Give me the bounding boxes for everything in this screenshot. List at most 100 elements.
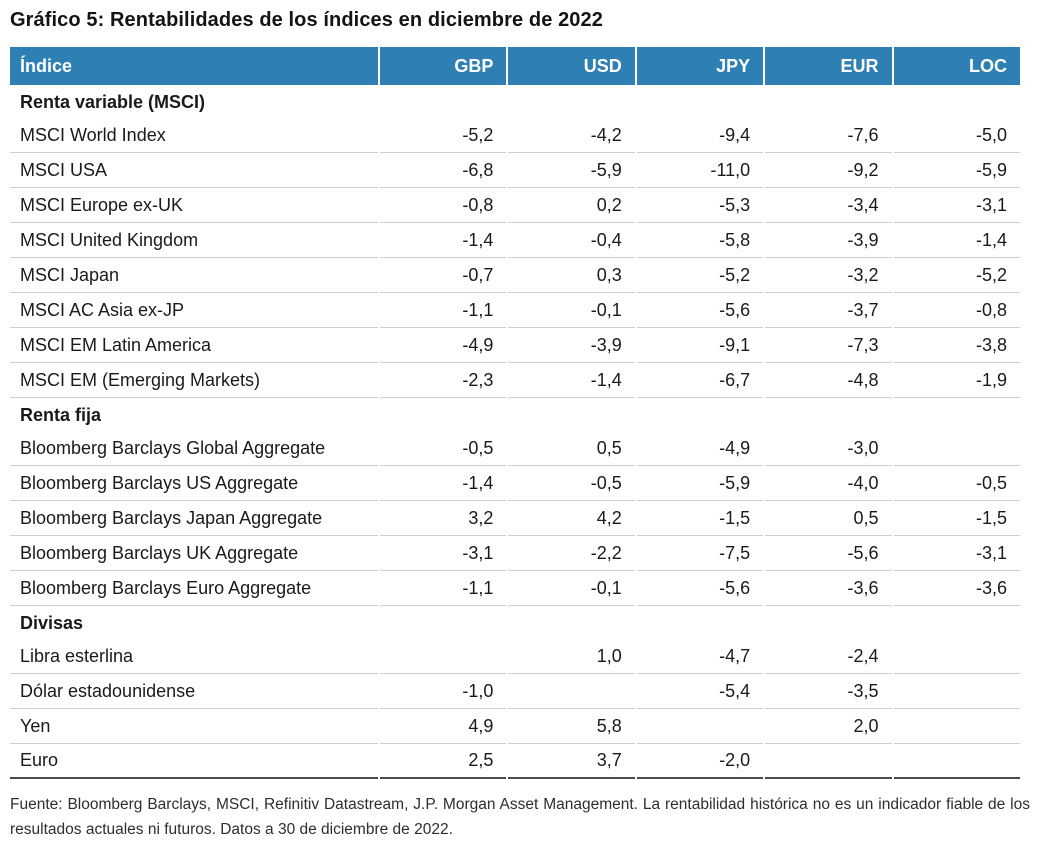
- value-cell: 4,2: [508, 501, 635, 536]
- value-cell: -5,4: [636, 674, 764, 709]
- value-cell: 0,3: [508, 258, 635, 293]
- value-cell: -3,1: [893, 536, 1020, 571]
- table-row: Bloomberg Barclays Japan Aggregate 3,2 4,2…: [10, 501, 1020, 536]
- value-cell: -4,9: [636, 431, 764, 466]
- value-cell: -3,9: [765, 223, 892, 258]
- index-name-cell: Bloomberg Barclays UK Aggregate: [10, 536, 378, 571]
- value-cell: [893, 674, 1020, 709]
- value-cell: -3,0: [765, 431, 892, 466]
- value-cell: -0,4: [508, 223, 635, 258]
- value-cell: -1,4: [380, 466, 507, 501]
- value-cell: -5,9: [893, 153, 1020, 188]
- value-cell: -5,6: [636, 293, 764, 328]
- value-cell: -5,8: [636, 223, 764, 258]
- index-name-cell: Bloomberg Barclays Japan Aggregate: [10, 501, 378, 536]
- value-cell: -0,1: [508, 571, 635, 606]
- index-name-cell: Yen: [10, 709, 378, 744]
- column-header-indice: Índice: [10, 47, 378, 85]
- value-cell: -3,6: [893, 571, 1020, 606]
- value-cell: 2,5: [380, 744, 507, 779]
- value-cell: -0,5: [508, 466, 635, 501]
- value-cell: -5,6: [636, 571, 764, 606]
- value-cell: -11,0: [636, 153, 764, 188]
- value-cell: 4,9: [380, 709, 507, 744]
- index-name-cell: MSCI EM (Emerging Markets): [10, 363, 378, 398]
- table-row: MSCI USA -6,8 -5,9 -11,0 -9,2 -5,9: [10, 153, 1020, 188]
- index-name-cell: MSCI AC Asia ex-JP: [10, 293, 378, 328]
- value-cell: -3,1: [380, 536, 507, 571]
- index-name-cell: MSCI World Index: [10, 118, 378, 153]
- table-row: Yen 4,9 5,8 2,0: [10, 709, 1020, 744]
- value-cell: -2,0: [636, 744, 764, 779]
- value-cell: -4,8: [765, 363, 892, 398]
- index-name-cell: Bloomberg Barclays US Aggregate: [10, 466, 378, 501]
- source-footnote: Fuente: Bloomberg Barclays, MSCI, Refini…: [10, 796, 1030, 839]
- value-cell: -9,1: [636, 328, 764, 363]
- column-header-eur: EUR: [765, 47, 892, 85]
- value-cell: -3,5: [765, 674, 892, 709]
- value-cell: [380, 639, 507, 674]
- value-cell: -2,2: [508, 536, 635, 571]
- index-name-cell: Dólar estadounidense: [10, 674, 378, 709]
- table-row: Bloomberg Barclays US Aggregate -1,4 -0,5-…: [10, 466, 1020, 501]
- table-row: MSCI Japan -0,7 0,3 -5,2 -3,2 -5,2: [10, 258, 1020, 293]
- table-row: MSCI EM (Emerging Markets) -2,3 -1,4 -6,7 -4…: [10, 363, 1020, 398]
- index-name-cell: MSCI Japan: [10, 258, 378, 293]
- value-cell: -1,4: [380, 223, 507, 258]
- figure-title: Gráfico 5: Rentabilidades de los índices…: [10, 9, 603, 31]
- value-cell: -3,2: [765, 258, 892, 293]
- value-cell: -0,1: [508, 293, 635, 328]
- value-cell: -4,9: [380, 328, 507, 363]
- table-row: Bloomberg Barclays Global Aggregate -0,5 0…: [10, 431, 1020, 466]
- value-cell: 5,8: [508, 709, 635, 744]
- value-cell: -7,3: [765, 328, 892, 363]
- index-name-cell: Bloomberg Barclays Global Aggregate: [10, 431, 378, 466]
- index-name-cell: Libra esterlina: [10, 639, 378, 674]
- index-name-cell: MSCI EM Latin America: [10, 328, 378, 363]
- value-cell: [636, 709, 764, 744]
- index-name-cell: Bloomberg Barclays Euro Aggregate: [10, 571, 378, 606]
- value-cell: 0,5: [508, 431, 635, 466]
- value-cell: -1,1: [380, 293, 507, 328]
- column-header-gbp: GBP: [380, 47, 507, 85]
- table-row: Bloomberg Barclays UK Aggregate -3,1 -2,2-…: [10, 536, 1020, 571]
- section-row: Divisas: [10, 606, 1020, 639]
- value-cell: -3,7: [765, 293, 892, 328]
- value-cell: -5,6: [765, 536, 892, 571]
- value-cell: -7,6: [765, 118, 892, 153]
- value-cell: -3,6: [765, 571, 892, 606]
- value-cell: -5,2: [636, 258, 764, 293]
- value-cell: 2,0: [765, 709, 892, 744]
- value-cell: -1,4: [508, 363, 635, 398]
- value-cell: -3,8: [893, 328, 1020, 363]
- returns-table: Índice GBP USD JPY EUR LOC Renta variabl…: [8, 47, 1022, 779]
- section-label: Divisas: [20, 613, 84, 633]
- column-header-loc: LOC: [893, 47, 1020, 85]
- value-cell: -1,0: [380, 674, 507, 709]
- value-cell: 1,0: [508, 639, 635, 674]
- value-cell: -5,9: [508, 153, 635, 188]
- table-row: Bloomberg Barclays Euro Aggregate -1,1 -0,…: [10, 571, 1020, 606]
- index-name-cell: Euro: [10, 744, 378, 779]
- value-cell: -5,3: [636, 188, 764, 223]
- value-cell: [765, 744, 892, 779]
- section-label: Renta variable (MSCI): [20, 92, 206, 112]
- value-cell: [893, 431, 1020, 466]
- column-header-jpy: JPY: [636, 47, 764, 85]
- value-cell: -5,0: [893, 118, 1020, 153]
- value-cell: [508, 674, 635, 709]
- value-cell: -3,4: [765, 188, 892, 223]
- column-header-usd: USD: [508, 47, 635, 85]
- table-row: MSCI EM Latin America -4,9 -3,9 -9,1 -7,3 -3,…: [10, 328, 1020, 363]
- value-cell: -1,1: [380, 571, 507, 606]
- value-cell: [893, 744, 1020, 779]
- value-cell: -9,2: [765, 153, 892, 188]
- table-row: MSCI Europe ex-UK -0,8 0,2 -5,3 -3,4 -3,1: [10, 188, 1020, 223]
- index-name-cell: MSCI USA: [10, 153, 378, 188]
- value-cell: [893, 709, 1020, 744]
- value-cell: -1,9: [893, 363, 1020, 398]
- index-name-cell: MSCI Europe ex-UK: [10, 188, 378, 223]
- value-cell: -0,8: [893, 293, 1020, 328]
- value-cell: [893, 639, 1020, 674]
